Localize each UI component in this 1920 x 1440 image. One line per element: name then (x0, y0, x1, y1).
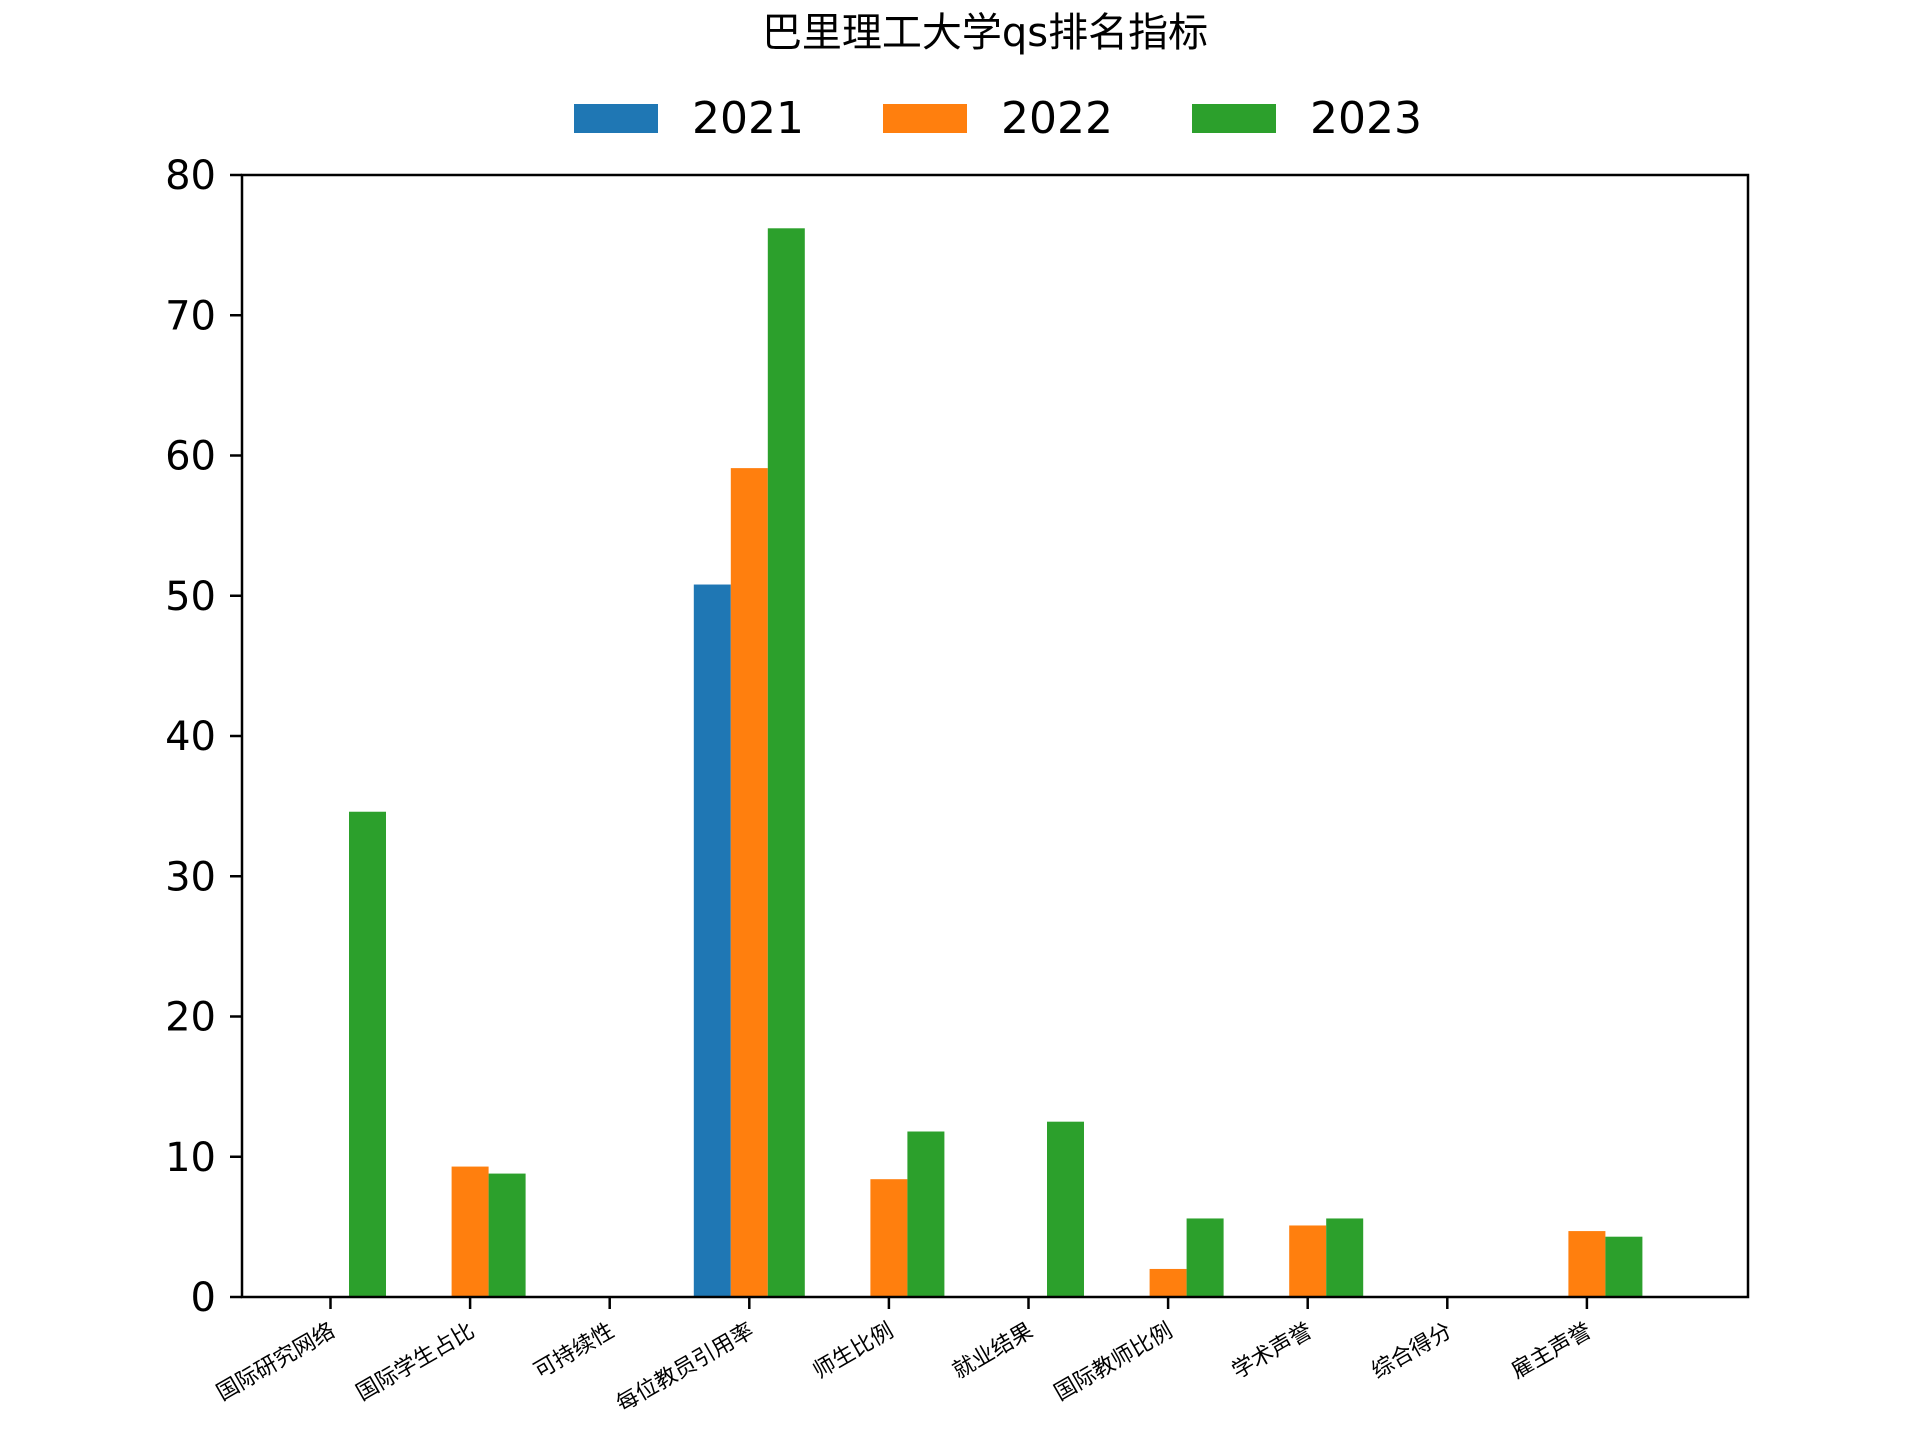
x-tick-label: 就业结果 (949, 1319, 1038, 1385)
x-tick-label: 国际研究网络 (213, 1319, 340, 1407)
bar-2022-1 (451, 1166, 489, 1297)
legend-swatch-2023 (1192, 104, 1276, 133)
legend: 2021 2022 2023 (574, 93, 1422, 144)
bar-2023-3 (767, 228, 805, 1297)
bar-2021-3 (693, 584, 731, 1297)
bar-2022-6 (1149, 1268, 1187, 1297)
bar-2023-1 (488, 1173, 526, 1297)
y-tick-label: 30 (165, 854, 216, 900)
chart-title: 巴里理工大学qs排名指标 (762, 10, 1208, 56)
bar-2023-9 (1605, 1236, 1643, 1297)
x-tick-label: 雇主声誉 (1507, 1319, 1596, 1385)
plot-frame (240, 173, 1750, 1299)
x-tick-label: 国际学生占比 (352, 1319, 479, 1407)
bar-2023-7 (1326, 1218, 1364, 1297)
x-tick-label: 每位教员引用率 (612, 1319, 758, 1418)
y-tick-label: 60 (165, 434, 216, 480)
x-tick-label: 可持续性 (530, 1319, 619, 1385)
bars (349, 228, 1643, 1297)
bar-2022-4 (870, 1179, 908, 1297)
bar-2023-5 (1047, 1121, 1084, 1297)
bar-2023-6 (1186, 1218, 1224, 1297)
bar-2022-7 (1289, 1225, 1327, 1297)
legend-label-2021: 2021 (692, 93, 804, 144)
y-tick-label: 70 (165, 293, 216, 339)
x-tick-label: 综合得分 (1368, 1319, 1457, 1385)
y-tick-label: 10 (165, 1135, 216, 1181)
legend-swatch-2021 (574, 104, 658, 133)
y-axis: 0 10 20 30 40 50 60 70 80 (165, 153, 242, 1321)
legend-label-2023: 2023 (1310, 93, 1422, 144)
bar-2022-3 (730, 468, 768, 1297)
x-tick-label: 学术声誉 (1228, 1319, 1317, 1385)
x-tick-label: 师生比例 (809, 1319, 898, 1385)
legend-swatch-2022 (883, 104, 967, 133)
y-tick-label: 40 (165, 714, 216, 760)
legend-label-2022: 2022 (1001, 93, 1113, 144)
bar-2022-9 (1568, 1231, 1606, 1297)
bar-2023-4 (907, 1131, 945, 1297)
y-tick-label: 0 (191, 1275, 216, 1321)
bar-2023-0 (349, 811, 386, 1297)
y-tick-label: 50 (165, 574, 216, 620)
x-tick-label: 国际教师比例 (1050, 1319, 1177, 1407)
y-tick-label: 20 (165, 995, 216, 1041)
y-tick-label: 80 (165, 153, 216, 199)
